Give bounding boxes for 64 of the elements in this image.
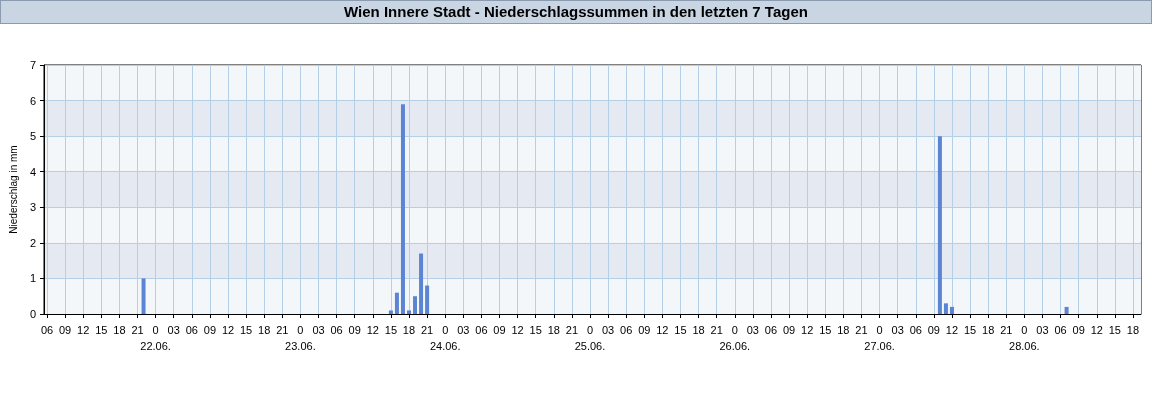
- x-tick-label: 06: [909, 324, 922, 336]
- x-tick-label: 12: [77, 324, 90, 336]
- x-tick-label: 21: [420, 324, 434, 336]
- x-tick-label: 12: [656, 324, 669, 336]
- x-tick-label: 06: [620, 324, 633, 336]
- x-tick-label: 12: [366, 324, 379, 336]
- x-tick-label: 15: [819, 324, 832, 336]
- y-tick-label: 3: [29, 201, 36, 214]
- x-tick-label: 03: [1036, 324, 1049, 336]
- x-tick-label: 18: [1126, 324, 1140, 336]
- y-tick-label: 0: [29, 308, 36, 320]
- y-tick-label: 2: [29, 236, 36, 249]
- x-tick-label: 21: [131, 324, 144, 336]
- x-tick-label: 09: [782, 324, 796, 336]
- x-tick-label: 09: [493, 324, 506, 336]
- x-tick-label: 06: [1054, 324, 1067, 336]
- x-tick-label: 18: [402, 324, 416, 336]
- x-tick-label: 21: [710, 324, 723, 336]
- y-tick-label: 5: [29, 130, 36, 143]
- x-tick-label: 18: [982, 324, 995, 336]
- x-tick-label: 18: [113, 324, 126, 336]
- x-tick-label: 18: [692, 324, 705, 336]
- x-tick-label: 09: [203, 324, 217, 336]
- x-tick-label: 03: [457, 324, 470, 336]
- x-tick-label: 21: [565, 324, 579, 336]
- x-tick-label: 21: [1000, 324, 1013, 336]
- x-tick-label: 03: [601, 324, 615, 336]
- x-tick-label: 12: [511, 324, 524, 336]
- x-tick-label: 06: [764, 324, 778, 336]
- x-tick-label: 06: [330, 324, 343, 336]
- x-tick-label: 21: [276, 324, 289, 336]
- x-tick-label: 15: [95, 324, 108, 336]
- x-tick-label: 15: [384, 324, 398, 336]
- x-tick-label: 15: [239, 324, 253, 336]
- x-tick-label: 15: [674, 324, 687, 336]
- x-tick-label: 12: [1090, 324, 1103, 336]
- x-tick-label: 03: [746, 324, 759, 336]
- x-tick-label: 06: [475, 324, 488, 336]
- x-tick-label: 03: [167, 324, 180, 336]
- x-tick-label: 09: [638, 324, 651, 336]
- x-tick-label: 03: [891, 324, 904, 336]
- y-tick-label: 6: [29, 94, 36, 107]
- y-tick-label: 1: [29, 272, 36, 285]
- x-tick-label: 09: [348, 324, 361, 336]
- x-tick-label: 21: [855, 324, 868, 336]
- x-tick-label: 06: [185, 324, 198, 336]
- x-tick-label: 15: [529, 324, 542, 336]
- x-tick-label: 12: [801, 324, 814, 336]
- x-tick-label: 12: [221, 324, 235, 336]
- x-tick-label: 03: [312, 324, 325, 336]
- x-tick-label: 18: [258, 324, 271, 336]
- x-tick-label: 12: [945, 324, 959, 336]
- y-axis-title: Niederschlag in mm: [8, 145, 20, 234]
- x-tick-label: 18: [837, 324, 850, 336]
- y-tick-label: 7: [29, 59, 36, 71]
- x-tick-label: 15: [1108, 324, 1121, 336]
- x-tick-label: 18: [547, 324, 560, 336]
- x-tick-label: 06: [40, 324, 54, 336]
- y-tick-label: 4: [29, 165, 36, 178]
- x-tick-label: 15: [963, 324, 977, 336]
- x-tick-label: 09: [1072, 324, 1085, 336]
- x-tick-label: 09: [58, 324, 72, 336]
- x-tick-label: 09: [927, 324, 940, 336]
- chart-title: Wien Innere Stadt - Niederschlagssummen in den letzten 7 Tagen: [0, 0, 1152, 24]
